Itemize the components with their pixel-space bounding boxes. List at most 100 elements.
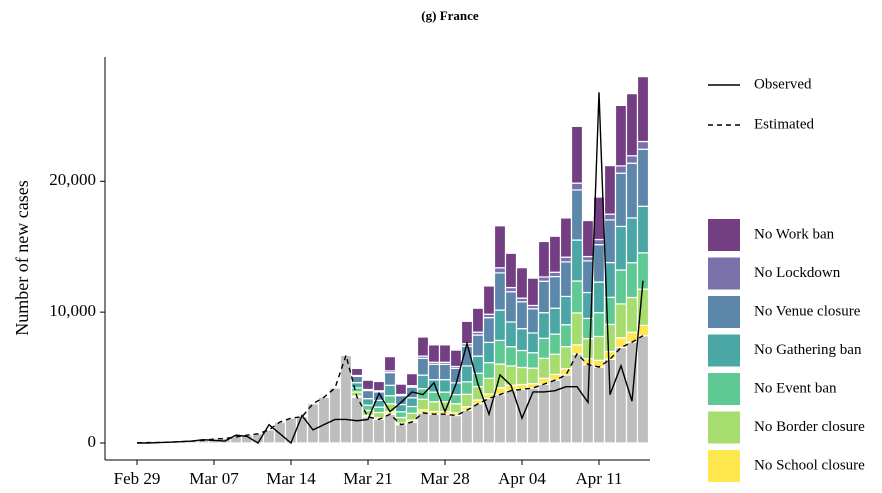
- bar-segment: [603, 358, 617, 444]
- bar-segment: [636, 335, 650, 444]
- bar-segment: [504, 346, 518, 367]
- bar-segment: [416, 398, 430, 411]
- bar-segment: [460, 409, 474, 444]
- bar-segment: [526, 387, 540, 444]
- bar-segment: [482, 362, 496, 379]
- chart-title: (g) France: [421, 8, 479, 23]
- bar-segment: [361, 389, 375, 400]
- bar-segment: [614, 165, 628, 174]
- bar-segment: [438, 344, 452, 363]
- bar-segment: [449, 403, 463, 414]
- bar-segment: [394, 424, 408, 444]
- bar-segment: [570, 344, 584, 355]
- x-tick-label: Apr 11: [575, 469, 622, 488]
- bar-segment: [504, 252, 518, 289]
- bar-segment: [537, 276, 551, 282]
- bar-segment: [548, 235, 562, 273]
- bar-segment: [504, 321, 518, 348]
- bar-segment: [405, 373, 419, 387]
- bar-segment: [449, 349, 463, 368]
- bar-segment: [405, 405, 419, 414]
- bar-segment: [559, 261, 573, 298]
- bar-segment: [383, 395, 397, 405]
- bar-segment: [361, 379, 375, 391]
- bar-segment: [625, 262, 639, 299]
- bar-segment: [515, 349, 529, 369]
- bar-segment: [636, 76, 650, 143]
- bar-segment: [251, 433, 265, 444]
- legend-label: No Venue closure: [754, 303, 861, 319]
- bar-segment: [471, 307, 485, 333]
- bar-segment: [537, 357, 551, 379]
- x-tick-label: Mar 07: [189, 469, 239, 488]
- bar-segment: [581, 337, 595, 360]
- bar-segment: [482, 285, 496, 315]
- bar-segment: [482, 317, 496, 343]
- legend-label: Observed: [754, 76, 812, 92]
- bar-segment: [526, 352, 540, 369]
- bar-segment: [559, 295, 573, 326]
- bar-segment: [614, 104, 628, 167]
- observed-line: [137, 92, 644, 445]
- bar-segment: [427, 344, 441, 363]
- bar-segment: [515, 328, 529, 352]
- bar-segment: [493, 393, 507, 444]
- bar-segment: [383, 356, 397, 372]
- bar-segment: [427, 401, 441, 413]
- bar-segment: [493, 309, 507, 342]
- bar-segment: [350, 375, 364, 384]
- bar-segment: [427, 413, 441, 444]
- bar-segment: [625, 296, 639, 333]
- bar-segment: [592, 281, 606, 314]
- bar-segment: [537, 377, 551, 385]
- legend-label: No Lockdown: [754, 265, 841, 281]
- bar-segment: [537, 337, 551, 359]
- bar-segment: [372, 380, 386, 392]
- bar-segment: [515, 301, 529, 330]
- x-tick-label: Mar 28: [420, 469, 470, 488]
- bar-segment: [592, 366, 606, 444]
- legend-label: No Gathering ban: [754, 342, 862, 358]
- legend-swatch: [708, 411, 740, 444]
- bar-segment: [328, 387, 342, 444]
- legend-swatch: [708, 450, 740, 482]
- legend-swatch: [708, 373, 740, 405]
- bar-segment: [482, 377, 496, 395]
- bar-segment: [625, 155, 639, 164]
- bar-segment: [570, 189, 584, 241]
- estimated-line: [136, 335, 644, 444]
- bar-segment: [581, 255, 595, 262]
- bar-segment: [526, 367, 540, 385]
- bar-segment: [559, 324, 573, 348]
- bar-segment: [559, 217, 573, 258]
- x-tick-label: Apr 04: [498, 469, 546, 488]
- bar-segment: [427, 379, 441, 393]
- bar-segment: [636, 148, 650, 207]
- bar-segment: [383, 371, 397, 386]
- bar-segment: [504, 291, 518, 323]
- bar-segment: [570, 182, 584, 191]
- y-tick-label: 20,000: [49, 170, 96, 189]
- bar-segment: [548, 333, 562, 355]
- bar-segment: [438, 413, 452, 444]
- bar-segment: [515, 267, 529, 299]
- bar-segment: [559, 368, 573, 376]
- bar-segment: [581, 219, 595, 258]
- x-tick-label: Feb 29: [114, 469, 161, 488]
- bar-segment: [548, 373, 562, 381]
- bar-segment: [570, 239, 584, 282]
- bar-segment: [493, 267, 507, 274]
- bar-segment: [526, 332, 540, 354]
- bar-segment: [493, 272, 507, 311]
- bar-segment: [350, 382, 364, 389]
- y-axis-label: Number of new cases: [12, 180, 32, 335]
- x-tick-label: Mar 21: [343, 469, 393, 488]
- bar-segment: [526, 308, 540, 334]
- bar-segment: [636, 205, 650, 254]
- bar-segment: [460, 365, 474, 383]
- legend-swatch: [708, 334, 740, 367]
- bar-segment: [614, 346, 628, 444]
- bar-segment: [317, 396, 331, 444]
- bar-segment: [559, 374, 573, 444]
- bar-segment: [548, 271, 562, 278]
